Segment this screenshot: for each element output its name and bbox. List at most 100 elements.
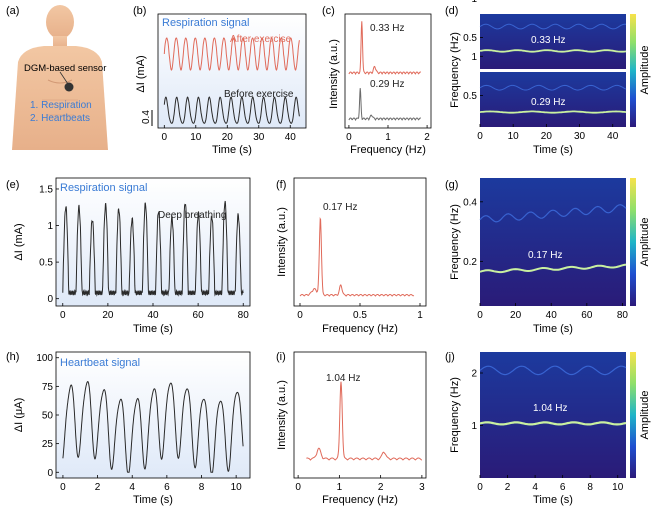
g-x-tick-label: 0	[477, 310, 483, 321]
scale-bar-label-b: 0.4	[141, 110, 152, 124]
h-y-tick-label: 25	[42, 439, 54, 450]
panel-label-e: (e)	[6, 179, 19, 191]
series-label-before: Before exercise	[224, 89, 294, 100]
plot-area-f	[293, 177, 427, 307]
d-top-y-tick-label: 0.5	[463, 33, 477, 44]
series-line-after-exercise	[163, 37, 300, 71]
j-x-tick-label: 0	[477, 482, 483, 493]
heatmap-d-bottom	[480, 72, 626, 127]
spectrum-line-before	[348, 88, 422, 122]
x-axis-title-g: Time (s)	[533, 323, 573, 335]
i-x-tick-label: 0	[295, 482, 301, 493]
plot-area-b	[157, 13, 307, 129]
d-x-tick-label: 30	[574, 131, 586, 142]
j-x-tick-label: 4	[532, 482, 538, 493]
ticks-g: 0 20 40 60 80 0.2 0.4	[463, 197, 628, 321]
f-x-tick-label: 1	[417, 310, 423, 321]
panel-a: (a) DGM-based sensor 1. Respiration 2. H…	[6, 5, 108, 150]
series-line-heartbeat	[62, 381, 244, 473]
heatmap-d-top	[480, 14, 626, 69]
heat-annotation-j: 1.04 Hz	[533, 403, 567, 414]
d-x-tick-label: 10	[508, 131, 520, 142]
panel-g: (g) 0.17 Hz 0 20 40 60 80 0.2 0.4 Time (s) Fre…	[445, 178, 651, 335]
j-x-tick-label: 6	[560, 482, 566, 493]
list-item-respiration: 1. Respiration	[30, 100, 92, 111]
annotation-e: Deep breathing	[158, 210, 226, 221]
panel-c: (c) 0.33 Hz 0.29 Hz 0 1 2 Frequency (Hz) I…	[322, 5, 432, 156]
g-x-tick-label: 20	[510, 310, 522, 321]
panel-f: (f) 0.17 Hz 0 0.5 1 Frequency (Hz) Intensi…	[276, 177, 427, 335]
e-y-tick-label: 1	[47, 221, 53, 232]
e-y-tick-label: 0.5	[39, 258, 53, 269]
chart-title-e: Respiration signal	[60, 182, 147, 194]
heat-annotation-d-bottom: 0.29 Hz	[531, 97, 565, 108]
h-x-tick-label: 0	[60, 482, 66, 493]
g-x-tick-label: 60	[581, 310, 593, 321]
panel-label-b: (b)	[133, 5, 146, 17]
i-x-tick-label: 2	[378, 482, 384, 493]
ticks-i: 0 1 2 3	[295, 475, 425, 493]
d-top-y-tick-label: 1	[471, 0, 477, 5]
h-y-tick-label: 50	[42, 411, 54, 422]
i-x-tick-label: 3	[419, 482, 425, 493]
x-axis-title-c: Frequency (Hz)	[350, 144, 426, 156]
b-x-tick-label: 0	[162, 132, 168, 143]
panel-label-d: (d)	[445, 5, 458, 17]
e-x-tick-label: 20	[102, 310, 114, 321]
colorbar-label-d: Amplitude	[639, 46, 651, 95]
panel-i: (i) 1.04 Hz 0 1 2 3 Frequency (Hz) Intensit…	[276, 351, 427, 506]
plot-area-i	[293, 351, 427, 479]
f-x-tick-label: 0	[297, 310, 303, 321]
peak-label-c-after: 0.33 Hz	[370, 23, 404, 34]
x-axis-title-e: Time (s)	[133, 323, 173, 335]
ticks-d: 0 10 20 30 40 0.5 1 0.5 1	[463, 0, 619, 142]
d-bottom-y-tick-label: 0.5	[463, 91, 477, 102]
ridge-line-g	[479, 263, 627, 274]
h-x-tick-label: 2	[95, 482, 101, 493]
c-x-tick-label: 0	[346, 132, 352, 143]
e-x-tick-label: 0	[60, 310, 66, 321]
d-x-tick-label: 40	[607, 131, 619, 142]
x-axis-title-f: Frequency (Hz)	[322, 323, 398, 335]
colorbar-label-g: Amplitude	[639, 218, 651, 267]
h-x-tick-label: 4	[129, 482, 135, 493]
heatmap-g	[480, 178, 626, 306]
colorbar-d	[630, 14, 636, 127]
d-bottom-y-tick-label: 1	[471, 52, 477, 63]
chart-title-h: Heartbeat signal	[60, 357, 140, 369]
b-x-tick-label: 20	[222, 132, 234, 143]
f-x-tick-label: 0.5	[353, 310, 367, 321]
y-axis-title-e: ΔI (mA)	[13, 223, 25, 260]
g-y-tick-label: 0.2	[463, 257, 477, 268]
y-axis-title-h: ΔI (μA)	[13, 398, 25, 432]
x-ticks-c: 0 1 2	[346, 125, 430, 143]
h-x-tick-label: 8	[199, 482, 205, 493]
x-axis-title-h: Time (s)	[133, 494, 173, 506]
harmonic-j	[479, 365, 627, 376]
peak-label-f: 0.17 Hz	[323, 202, 357, 213]
panel-label-i: (i)	[276, 351, 286, 363]
x-axis-title-i: Frequency (Hz)	[322, 494, 398, 506]
series-line-deep-breathing	[62, 200, 244, 297]
harmonic-g	[479, 204, 627, 223]
heat-annotation-g: 0.17 Hz	[528, 250, 562, 261]
h-x-tick-label: 10	[231, 482, 243, 493]
e-y-tick-label: 1.5	[39, 184, 53, 195]
panel-label-h: (h)	[6, 351, 19, 363]
j-x-tick-label: 8	[587, 482, 593, 493]
e-x-tick-label: 60	[193, 310, 205, 321]
e-y-tick-label: 0	[47, 294, 53, 305]
panel-b: (b) Respiration signal After exercise Be…	[133, 5, 307, 156]
d-x-tick-label: 20	[541, 131, 553, 142]
i-x-tick-label: 1	[337, 482, 343, 493]
y-axis-title-g: Frequency (Hz)	[449, 204, 461, 280]
c-x-tick-label: 1	[385, 132, 391, 143]
series-label-after: After exercise	[230, 34, 292, 45]
e-x-tick-label: 40	[147, 310, 159, 321]
b-x-tick-label: 30	[253, 132, 265, 143]
g-x-tick-label: 40	[546, 310, 558, 321]
series-line-before-exercise	[163, 96, 300, 124]
